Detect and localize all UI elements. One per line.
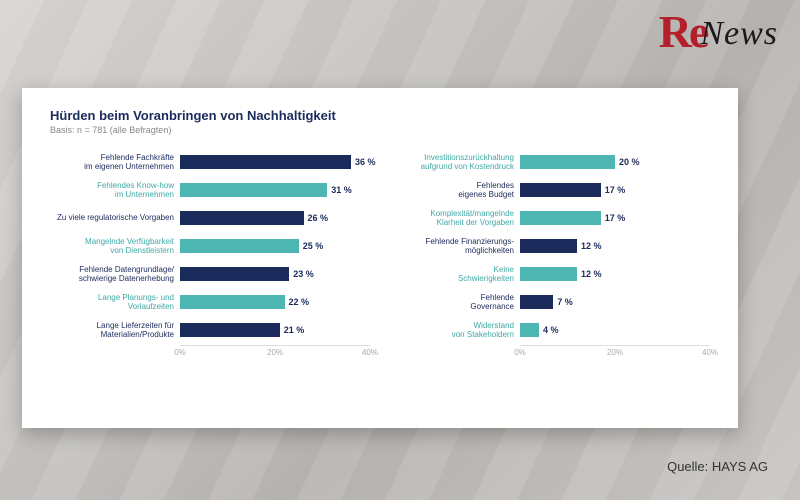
chart-card: Hürden beim Voranbringen von Nachhaltigk… xyxy=(22,88,738,428)
bar-row: Lange Planungs- undVorlaufzeiten 22 % xyxy=(50,289,370,315)
bar-wrap: 26 % xyxy=(180,211,370,225)
bar-label: Fehlende Datengrundlage/schwierige Daten… xyxy=(50,265,180,283)
bar-row: Fehlende Fachkräfteim eigenen Unternehme… xyxy=(50,149,370,175)
chart-columns: Fehlende Fachkräfteim eigenen Unternehme… xyxy=(50,149,710,364)
bar-value: 4 % xyxy=(539,323,559,337)
bar-label: Widerstandvon Stakeholdern xyxy=(390,321,520,339)
bar xyxy=(520,295,553,309)
bar-label: Lange Planungs- undVorlaufzeiten xyxy=(50,293,180,311)
bar xyxy=(520,267,577,281)
bar-value: 17 % xyxy=(601,183,626,197)
bar xyxy=(520,211,601,225)
bar xyxy=(180,295,285,309)
bar-row: Widerstandvon Stakeholdern 4 % xyxy=(390,317,710,343)
bar xyxy=(520,323,539,337)
bar-label: Fehlende Finanzierungs-möglichkeiten xyxy=(390,237,520,255)
bar-wrap: 12 % xyxy=(520,239,710,253)
bar xyxy=(180,155,351,169)
bar-row: Fehlendes Know-howim Unternehmen 31 % xyxy=(50,177,370,203)
bar xyxy=(180,239,299,253)
bar-wrap: 4 % xyxy=(520,323,710,337)
bar-value: 26 % xyxy=(304,211,329,225)
bar-row: Komplexität/mangelndeKlarheit der Vorgab… xyxy=(390,205,710,231)
bar-wrap: 31 % xyxy=(180,183,370,197)
bar-value: 23 % xyxy=(289,267,314,281)
bar-label: Lange Lieferzeiten fürMaterialien/Produk… xyxy=(50,321,180,339)
bar-wrap: 7 % xyxy=(520,295,710,309)
bar-label: Fehlendeseigenes Budget xyxy=(390,181,520,199)
bar-row: Fehlende Finanzierungs-möglichkeiten 12 % xyxy=(390,233,710,259)
source-label: Quelle: HAYS AG xyxy=(667,459,768,474)
chart-right-column: Investitionszurückhaltungaufgrund von Ko… xyxy=(390,149,710,364)
bar-value: 25 % xyxy=(299,239,324,253)
bar xyxy=(180,267,289,281)
bar-wrap: 17 % xyxy=(520,183,710,197)
bar xyxy=(520,183,601,197)
bar-value: 12 % xyxy=(577,267,602,281)
bar-wrap: 20 % xyxy=(520,155,710,169)
chart-title: Hürden beim Voranbringen von Nachhaltigk… xyxy=(50,108,710,123)
bar-wrap: 22 % xyxy=(180,295,370,309)
bar-row: Fehlende Datengrundlage/schwierige Daten… xyxy=(50,261,370,287)
bar-row: Zu viele regulatorische Vorgaben 26 % xyxy=(50,205,370,231)
x-tick: 0% xyxy=(174,348,186,357)
bar xyxy=(520,239,577,253)
bar-value: 21 % xyxy=(280,323,305,337)
bar xyxy=(180,183,327,197)
bar-wrap: 23 % xyxy=(180,267,370,281)
bar-wrap: 21 % xyxy=(180,323,370,337)
bar-value: 17 % xyxy=(601,211,626,225)
x-tick: 40% xyxy=(362,348,378,357)
bar-label: Mangelnde Verfügbarkeitvon Dienstleister… xyxy=(50,237,180,255)
bar-label: FehlendeGovernance xyxy=(390,293,520,311)
x-tick: 40% xyxy=(702,348,718,357)
bar-label: Fehlende Fachkräfteim eigenen Unternehme… xyxy=(50,153,180,171)
bar-label: Fehlendes Know-howim Unternehmen xyxy=(50,181,180,199)
bar-row: Fehlendeseigenes Budget 17 % xyxy=(390,177,710,203)
chart-left-column: Fehlende Fachkräfteim eigenen Unternehme… xyxy=(50,149,370,364)
bar-value: 20 % xyxy=(615,155,640,169)
logo-news-text: News xyxy=(700,15,778,53)
bar-wrap: 17 % xyxy=(520,211,710,225)
bar-row: Lange Lieferzeiten fürMaterialien/Produk… xyxy=(50,317,370,343)
bar-value: 12 % xyxy=(577,239,602,253)
bar xyxy=(520,155,615,169)
bar-row: KeineSchwierigkeiten 12 % xyxy=(390,261,710,287)
chart-basis: Basis: n = 781 (alle Befragten) xyxy=(50,125,710,135)
bar-label: Zu viele regulatorische Vorgaben xyxy=(50,213,180,222)
bar-row: FehlendeGovernance 7 % xyxy=(390,289,710,315)
bar xyxy=(180,211,304,225)
bar-label: KeineSchwierigkeiten xyxy=(390,265,520,283)
x-tick: 20% xyxy=(607,348,623,357)
bar-value: 7 % xyxy=(553,295,573,309)
site-logo: Re News xyxy=(659,14,778,51)
bar-value: 31 % xyxy=(327,183,352,197)
bar-label: Komplexität/mangelndeKlarheit der Vorgab… xyxy=(390,209,520,227)
bar-label: Investitionszurückhaltungaufgrund von Ko… xyxy=(390,153,520,171)
bar-value: 36 % xyxy=(351,155,376,169)
x-axis: 0%20%40% xyxy=(520,345,710,364)
bar-wrap: 25 % xyxy=(180,239,370,253)
bar-wrap: 36 % xyxy=(180,155,370,169)
x-tick: 20% xyxy=(267,348,283,357)
bar-value: 22 % xyxy=(285,295,310,309)
bar-wrap: 12 % xyxy=(520,267,710,281)
bar-row: Investitionszurückhaltungaufgrund von Ko… xyxy=(390,149,710,175)
x-tick: 0% xyxy=(514,348,526,357)
x-axis: 0%20%40% xyxy=(180,345,370,364)
bar xyxy=(180,323,280,337)
bar-row: Mangelnde Verfügbarkeitvon Dienstleister… xyxy=(50,233,370,259)
